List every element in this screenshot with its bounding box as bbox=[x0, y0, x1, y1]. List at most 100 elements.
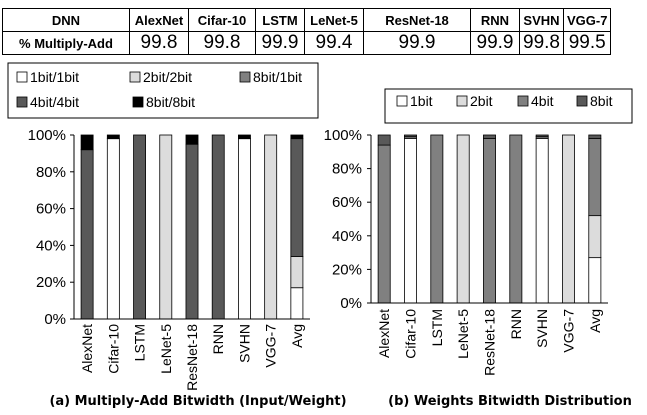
x-category-label: LSTM bbox=[429, 309, 445, 346]
legend-label: 1bit/1bit bbox=[30, 69, 79, 85]
legend-label: 2bit bbox=[470, 93, 493, 109]
x-category-label: ResNet-18 bbox=[482, 309, 498, 376]
legend-label: 8bit/8bit bbox=[146, 94, 195, 110]
y-tick-label: 40% bbox=[332, 228, 362, 245]
x-category-label: SVHN bbox=[236, 324, 252, 363]
legend-box bbox=[7, 62, 319, 119]
x-category-label: LSTM bbox=[132, 324, 148, 361]
x-category-label: SVHN bbox=[534, 309, 550, 348]
table-cell: 99.4 bbox=[304, 31, 364, 55]
chart-caption: (a) Multiply-Add Bitwidth (Input/Weight) bbox=[49, 394, 346, 409]
legend-label: 1bit bbox=[410, 93, 433, 109]
bar-segment bbox=[535, 137, 549, 304]
bar-segment bbox=[106, 138, 120, 320]
y-tick-label: 0% bbox=[340, 295, 362, 312]
table-col-header: SVHN bbox=[519, 8, 564, 32]
legend-label: 4bit/4bit bbox=[30, 94, 79, 110]
table-cell: 99.8 bbox=[188, 31, 256, 55]
bar-segment bbox=[290, 287, 304, 320]
y-tick-label: 80% bbox=[332, 161, 362, 178]
legend-swatch bbox=[132, 96, 144, 108]
bar-segment bbox=[588, 257, 602, 304]
bar-segment bbox=[483, 137, 496, 304]
bar-segment bbox=[404, 134, 417, 138]
x-category-label: Cifar-10 bbox=[403, 309, 419, 359]
bar-segment bbox=[535, 134, 549, 138]
y-tick-label: 100% bbox=[28, 127, 66, 144]
chart-panel-a: 0% 20% 40% 60% 80% 100% AlexNet Cifar-10 LSTM LeN… bbox=[7, 62, 347, 409]
table-col-header: VGG-7 bbox=[562, 8, 612, 32]
bar-segment bbox=[238, 138, 251, 320]
bar-segment bbox=[588, 137, 602, 217]
y-tick-label: 0% bbox=[44, 311, 66, 328]
x-category-label: LeNet-5 bbox=[158, 324, 174, 374]
legend-label: 8bit/1bit bbox=[253, 69, 302, 85]
table-header-row: DNN AlexNet Cifar-10 LSTM LeNet-5 ResNet… bbox=[2, 8, 612, 32]
table-value-row: % Multiply-Add 99.8 99.8 99.9 99.4 99.9 … bbox=[2, 31, 612, 55]
x-category-label: Avg bbox=[289, 324, 305, 348]
legend-swatch bbox=[456, 95, 468, 107]
bar-segment bbox=[238, 134, 251, 140]
bar-segment bbox=[80, 134, 94, 151]
bar-segment bbox=[588, 134, 602, 139]
bar-segment bbox=[483, 134, 496, 139]
bar-segment bbox=[290, 256, 304, 289]
bar-segment bbox=[185, 134, 199, 145]
bar-segment bbox=[456, 134, 470, 304]
y-tick-label: 60% bbox=[36, 201, 66, 218]
legend-swatch bbox=[239, 71, 251, 83]
x-category-label: Avg bbox=[587, 309, 603, 333]
table-col-header: AlexNet bbox=[129, 8, 189, 32]
table-col-header: RNN bbox=[470, 8, 520, 32]
table-header-label: DNN bbox=[2, 8, 130, 32]
bar-segment bbox=[377, 144, 391, 304]
legend-swatch bbox=[576, 95, 588, 107]
legend-swatch bbox=[517, 95, 529, 107]
table-cell: 99.9 bbox=[470, 31, 520, 55]
y-tick-label: 20% bbox=[36, 274, 66, 291]
legend-box bbox=[384, 88, 633, 124]
x-category-label: LeNet-5 bbox=[455, 309, 471, 359]
legend-swatch bbox=[16, 71, 28, 83]
bar-segment bbox=[290, 138, 304, 257]
bar-segment bbox=[106, 134, 120, 140]
table-cell: 99.8 bbox=[519, 31, 564, 55]
legend-swatch bbox=[16, 96, 28, 108]
bar-segment bbox=[509, 134, 523, 304]
multiply-add-table: DNN AlexNet Cifar-10 LSTM LeNet-5 ResNet… bbox=[2, 8, 612, 55]
x-category-label: Cifar-10 bbox=[105, 324, 121, 374]
x-category-label: RNN bbox=[210, 324, 226, 354]
chart-panel-b: 0% 20% 40% 60% 80% 100% AlexNet Cifar-10 LSTM LeN… bbox=[324, 88, 633, 409]
table-cell: 99.8 bbox=[129, 31, 189, 55]
x-category-label: AlexNet bbox=[376, 309, 392, 358]
bar-segment bbox=[159, 134, 173, 320]
bar-segment bbox=[562, 134, 575, 304]
bar-segment bbox=[430, 134, 444, 304]
chart-caption: (b) Weights Bitwidth Distribution bbox=[388, 394, 632, 409]
table-row-label: % Multiply-Add bbox=[2, 31, 130, 55]
table-col-header: LSTM bbox=[255, 8, 305, 32]
table-cell: 99.9 bbox=[363, 31, 471, 55]
bar-segment bbox=[133, 134, 146, 320]
legend-swatch bbox=[129, 71, 141, 83]
bar-segment bbox=[80, 149, 94, 320]
x-category-label: ResNet-18 bbox=[184, 324, 200, 391]
y-tick-label: 80% bbox=[36, 164, 66, 181]
bar-segment bbox=[264, 134, 278, 320]
bar-segment bbox=[404, 137, 417, 304]
table-cell: 99.5 bbox=[562, 31, 612, 55]
bar-segment bbox=[290, 134, 304, 140]
x-category-label: AlexNet bbox=[79, 324, 95, 373]
legend-label: 2bit/2bit bbox=[143, 69, 192, 85]
legend-label: 8bit bbox=[590, 93, 613, 109]
y-tick-label: 60% bbox=[332, 194, 362, 211]
bar-segment bbox=[377, 134, 391, 146]
y-tick-label: 100% bbox=[324, 127, 362, 144]
bar-segment bbox=[185, 143, 199, 320]
bar-segment bbox=[588, 215, 602, 259]
y-tick-label: 20% bbox=[332, 261, 362, 278]
legend-label: 4bit bbox=[531, 93, 554, 109]
x-category-label: VGG-7 bbox=[263, 324, 279, 368]
